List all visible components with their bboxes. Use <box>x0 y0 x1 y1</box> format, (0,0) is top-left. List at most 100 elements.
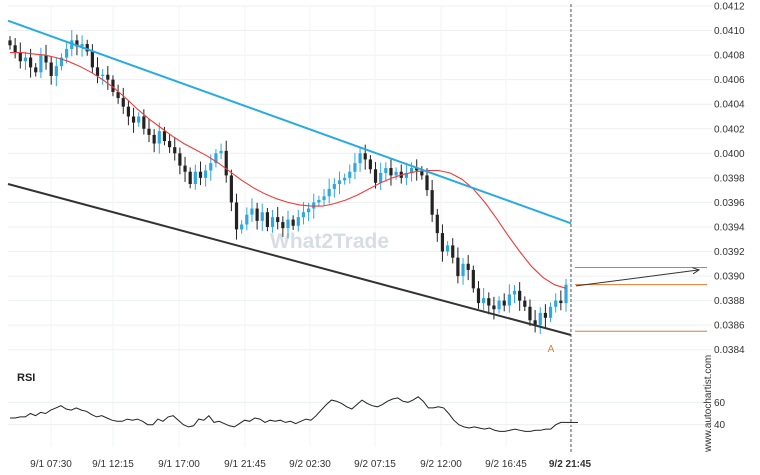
time-tick-label: 9/2 16:45 <box>485 459 527 470</box>
price-tick-label: 0.0402 <box>714 124 745 135</box>
price-tick-label: 0.0390 <box>714 272 745 283</box>
candle-body <box>95 67 100 76</box>
candle-body <box>312 202 316 209</box>
candle-body <box>59 57 64 67</box>
price-tick-label: 0.0408 <box>714 51 745 62</box>
axes: 0.0412 0.0410 0.0408 0.0406 0.0404 0.0402 0.04… <box>30 2 745 471</box>
candle-body <box>301 212 306 218</box>
time-tick-label: 9/2 21:45 <box>549 459 592 470</box>
time-tick-label: 9/1 07:30 <box>30 459 72 470</box>
candle-body <box>152 134 156 144</box>
candle-body <box>404 172 409 178</box>
candle-body <box>425 175 429 191</box>
candle-body <box>368 159 372 170</box>
candle-body <box>343 177 347 181</box>
candle-body <box>54 66 58 76</box>
candle-body <box>461 263 465 277</box>
candle-body <box>265 212 270 227</box>
candle-body <box>131 116 136 123</box>
candle-body <box>317 199 321 203</box>
candle-body <box>497 300 501 310</box>
candle-body <box>101 74 105 76</box>
candle-body <box>353 163 357 172</box>
candle-body <box>476 288 481 304</box>
candle-body <box>39 55 43 73</box>
price-tick-label: 0.0388 <box>714 296 745 307</box>
candle-body <box>137 116 141 123</box>
candle-body <box>564 284 568 304</box>
candle-body <box>198 171 203 178</box>
candle-body <box>492 305 496 310</box>
price-tick-label: 0.0404 <box>714 100 745 111</box>
projection-arrow-shaft <box>575 269 700 287</box>
candle-body <box>332 184 336 189</box>
candle-body <box>543 312 548 318</box>
candle-body <box>471 269 475 289</box>
price-tick-label: 0.0400 <box>714 149 745 160</box>
price-tick-label: 0.0410 <box>714 26 745 37</box>
rsi-tick-label: 40 <box>714 420 726 431</box>
candle-body <box>65 48 69 58</box>
price-tick-label: 0.0394 <box>714 222 745 233</box>
candle-body <box>240 224 244 230</box>
time-tick-label: 9/2 02:30 <box>289 459 331 470</box>
candle-body <box>281 222 285 229</box>
rsi-line <box>10 396 566 432</box>
candle-body <box>482 298 486 304</box>
candle-body <box>554 300 558 307</box>
site-watermark: www.autochartist.com <box>703 355 714 453</box>
candle-body <box>358 153 362 164</box>
time-tick-label: 9/1 17:00 <box>158 459 200 470</box>
candle-body <box>28 57 33 68</box>
price-overlays: A <box>7 4 707 453</box>
price-tick-label: 0.0396 <box>714 198 745 209</box>
rsi-panel: RSI <box>8 372 712 432</box>
candle-body <box>518 290 522 301</box>
price-tick-label: 0.0398 <box>714 173 745 184</box>
candle-body <box>219 150 223 154</box>
candle-body <box>245 214 249 225</box>
price-candles <box>8 30 568 334</box>
candle-body <box>147 128 151 135</box>
support-trendline <box>7 183 572 336</box>
candle-body <box>533 320 537 326</box>
candle-body <box>512 290 517 295</box>
candle-body <box>322 196 326 200</box>
resistance-trendline <box>7 19 572 225</box>
candle-body <box>384 168 388 173</box>
price-tick-label: 0.0386 <box>714 321 745 332</box>
rsi-panel-title: RSI <box>17 372 35 384</box>
candle-body <box>456 257 460 277</box>
candle-body <box>379 172 383 183</box>
candle-body <box>167 141 172 148</box>
candle-body <box>337 180 342 184</box>
candle-body <box>548 306 553 318</box>
candle-body <box>394 171 398 176</box>
price-tick-label: 0.0406 <box>714 75 745 86</box>
candle-body <box>193 171 197 184</box>
time-tick-label: 9/2 07:15 <box>354 459 396 470</box>
candle-body <box>111 79 115 92</box>
candle-body <box>23 57 28 62</box>
price-tick-label: 0.0392 <box>714 247 745 258</box>
candle-body <box>162 131 167 142</box>
candle-body <box>466 263 470 270</box>
candle-body <box>178 153 182 166</box>
candle-body <box>430 190 434 215</box>
candle-body <box>420 170 424 176</box>
candle-body <box>250 208 254 215</box>
candle-body <box>296 217 300 226</box>
candle-body <box>142 116 146 129</box>
candle-body <box>214 153 218 164</box>
candle-body <box>451 245 455 258</box>
candle-body <box>229 175 233 203</box>
candle-body <box>435 214 439 234</box>
candle-body <box>18 52 22 62</box>
candle-body <box>204 170 208 178</box>
candle-body <box>415 168 419 171</box>
candle-body <box>209 163 213 171</box>
candle-body <box>188 171 192 184</box>
candle-body <box>445 245 450 252</box>
candle-body <box>363 153 367 160</box>
